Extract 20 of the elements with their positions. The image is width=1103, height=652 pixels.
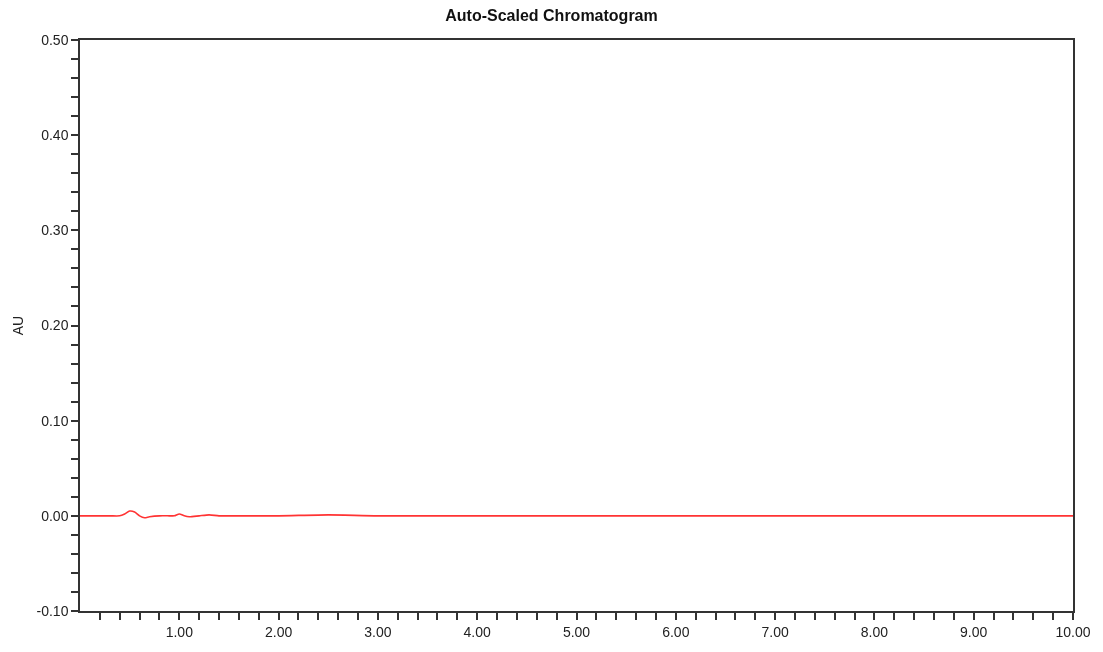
- y-tick-label: 0.10: [41, 412, 69, 429]
- x-tick-label: 1.00: [165, 623, 194, 640]
- y-tick-label: 0.20: [41, 317, 69, 334]
- chart-title: Auto-Scaled Chromatogram: [445, 6, 658, 24]
- x-tick-label: 8.00: [860, 623, 889, 640]
- x-tick-label: 3.00: [364, 623, 392, 640]
- x-tick-label: 9.00: [960, 623, 988, 640]
- x-tick-label: 10.00: [1055, 623, 1091, 640]
- x-tick-label: 7.00: [761, 623, 789, 640]
- y-tick-label: 0.50: [41, 31, 69, 48]
- x-tick-label: 4.00: [463, 623, 492, 640]
- y-axis-title: AU: [9, 315, 26, 336]
- x-tick-label: 6.00: [662, 623, 690, 640]
- x-tick-label: 5.00: [562, 623, 591, 640]
- y-tick-label: 0.40: [41, 127, 69, 144]
- y-tick-label: 0.30: [41, 222, 69, 239]
- y-tick-label: -0.10: [36, 602, 69, 619]
- y-tick-label: 0.00: [41, 507, 69, 524]
- line-series: [80, 510, 1073, 519]
- x-tick-label: 2.00: [264, 623, 293, 640]
